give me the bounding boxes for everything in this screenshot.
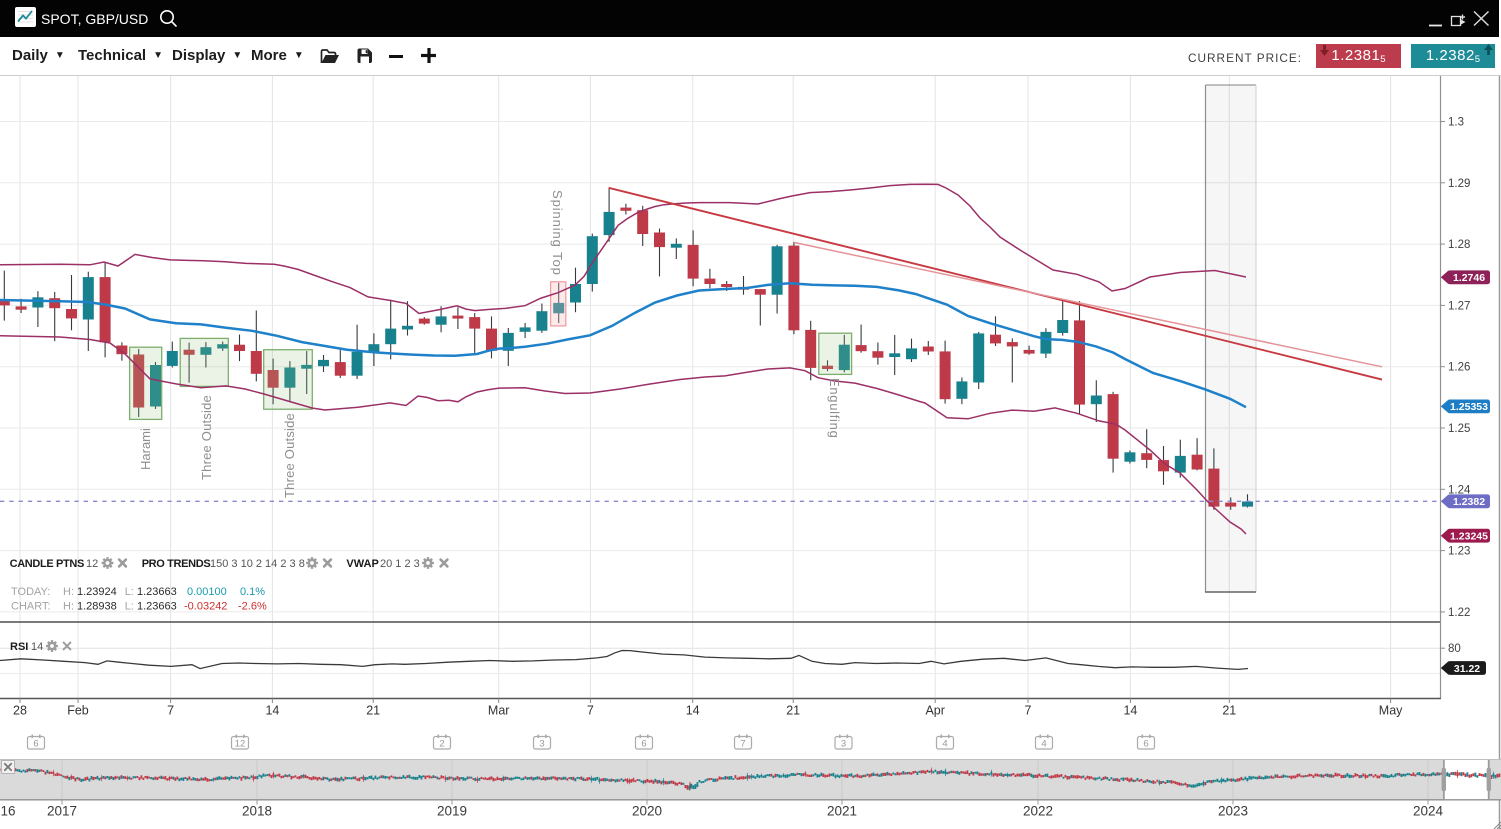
svg-text:2023: 2023: [1218, 804, 1248, 819]
svg-text:Harami: Harami: [138, 428, 153, 470]
svg-text:21: 21: [786, 704, 800, 718]
svg-text:7: 7: [167, 704, 174, 718]
svg-text:Feb: Feb: [67, 704, 89, 718]
svg-text:21: 21: [366, 704, 380, 718]
svg-text:May: May: [1379, 704, 1403, 718]
svg-text:RSI: RSI: [10, 641, 28, 653]
svg-text:3: 3: [841, 739, 846, 750]
svg-text:Apr: Apr: [925, 704, 944, 718]
svg-text:1.28938: 1.28938: [77, 601, 117, 613]
svg-text:1.24: 1.24: [1448, 484, 1471, 496]
svg-text:2018: 2018: [242, 804, 272, 819]
svg-text:7: 7: [740, 739, 745, 750]
svg-text:6: 6: [641, 739, 646, 750]
svg-text:1.2746: 1.2746: [1453, 272, 1485, 284]
svg-text:4: 4: [1041, 739, 1046, 750]
svg-text:Engulfing: Engulfing: [827, 378, 842, 439]
svg-text:1.25353: 1.25353: [1450, 401, 1488, 413]
svg-text:Three Outside: Three Outside: [282, 413, 297, 498]
svg-text:1.26: 1.26: [1448, 362, 1470, 374]
svg-text:Spinning Top: Spinning Top: [550, 190, 565, 276]
svg-text:1.25: 1.25: [1448, 423, 1470, 435]
svg-text:2019: 2019: [437, 804, 467, 819]
svg-text:7: 7: [587, 704, 594, 718]
svg-text:6: 6: [33, 739, 38, 750]
svg-text:14: 14: [31, 641, 43, 653]
svg-text:2: 2: [439, 739, 444, 750]
svg-text:14: 14: [686, 704, 700, 718]
svg-text:28: 28: [13, 704, 27, 718]
svg-text:1.23245: 1.23245: [1450, 531, 1488, 543]
svg-text:1.23924: 1.23924: [77, 586, 117, 598]
svg-text:1.29: 1.29: [1448, 178, 1470, 190]
svg-text:-0.03242: -0.03242: [184, 601, 227, 613]
svg-text:CANDLE PTNS: CANDLE PTNS: [10, 558, 84, 570]
svg-text:31.22: 31.22: [1454, 663, 1480, 675]
svg-text:0.00100: 0.00100: [187, 586, 227, 598]
svg-text:1.2382: 1.2382: [1453, 496, 1485, 508]
svg-text:VWAP: VWAP: [346, 558, 378, 570]
svg-text:2021: 2021: [827, 804, 857, 819]
svg-text:80: 80: [1448, 643, 1461, 655]
svg-text:Three Outside: Three Outside: [199, 395, 214, 480]
svg-text:14: 14: [1123, 704, 1137, 718]
svg-text:7: 7: [1025, 704, 1032, 718]
svg-text:150 3 10 2 14 2 3 8: 150 3 10 2 14 2 3 8: [210, 558, 305, 570]
svg-text:PRO TRENDS: PRO TRENDS: [142, 558, 211, 570]
svg-text:20 1 2 3: 20 1 2 3: [380, 558, 420, 570]
svg-text:H:: H:: [63, 586, 74, 598]
svg-text:12: 12: [86, 558, 98, 570]
svg-text:CHART:: CHART:: [11, 601, 51, 613]
svg-text:2022: 2022: [1023, 804, 1053, 819]
svg-text:TODAY:: TODAY:: [11, 586, 50, 598]
svg-text:0.1%: 0.1%: [240, 586, 265, 598]
svg-text:16: 16: [0, 804, 15, 819]
svg-text:21: 21: [1222, 704, 1236, 718]
svg-text:1.23: 1.23: [1448, 546, 1470, 558]
svg-text:12: 12: [235, 739, 246, 750]
svg-text:H:: H:: [63, 601, 74, 613]
svg-text:4: 4: [942, 739, 947, 750]
svg-text:1.27: 1.27: [1448, 300, 1470, 312]
svg-text:3: 3: [539, 739, 544, 750]
svg-text:Mar: Mar: [488, 704, 510, 718]
svg-text:1.3: 1.3: [1448, 117, 1464, 129]
svg-text:14: 14: [265, 704, 279, 718]
svg-text:2020: 2020: [632, 804, 662, 819]
svg-text:L:: L:: [125, 586, 134, 598]
svg-text:1.23663: 1.23663: [137, 601, 177, 613]
svg-text:1.23663: 1.23663: [137, 586, 177, 598]
svg-text:6: 6: [1143, 739, 1148, 750]
svg-text:1.28: 1.28: [1448, 239, 1470, 251]
svg-text:2024: 2024: [1413, 804, 1444, 819]
svg-text:-2.6%: -2.6%: [238, 601, 267, 613]
svg-text:L:: L:: [125, 601, 134, 613]
svg-text:2017: 2017: [47, 804, 77, 819]
svg-text:1.22: 1.22: [1448, 607, 1470, 619]
